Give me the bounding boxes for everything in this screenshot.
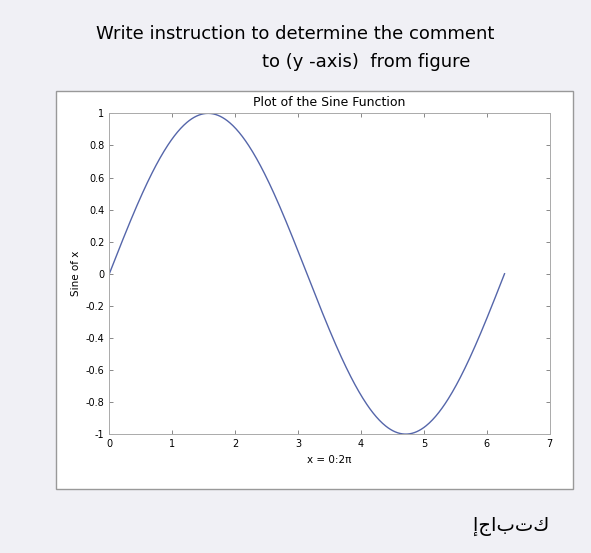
Y-axis label: Sine of x: Sine of x	[72, 251, 82, 296]
Text: Write instruction to determine the comment: Write instruction to determine the comme…	[96, 25, 495, 43]
X-axis label: x = 0:2π: x = 0:2π	[307, 455, 352, 465]
Text: إجابتك: إجابتك	[473, 517, 550, 536]
Title: Plot of the Sine Function: Plot of the Sine Function	[254, 96, 405, 109]
Text: to (y -axis)  from figure: to (y -axis) from figure	[262, 53, 470, 71]
